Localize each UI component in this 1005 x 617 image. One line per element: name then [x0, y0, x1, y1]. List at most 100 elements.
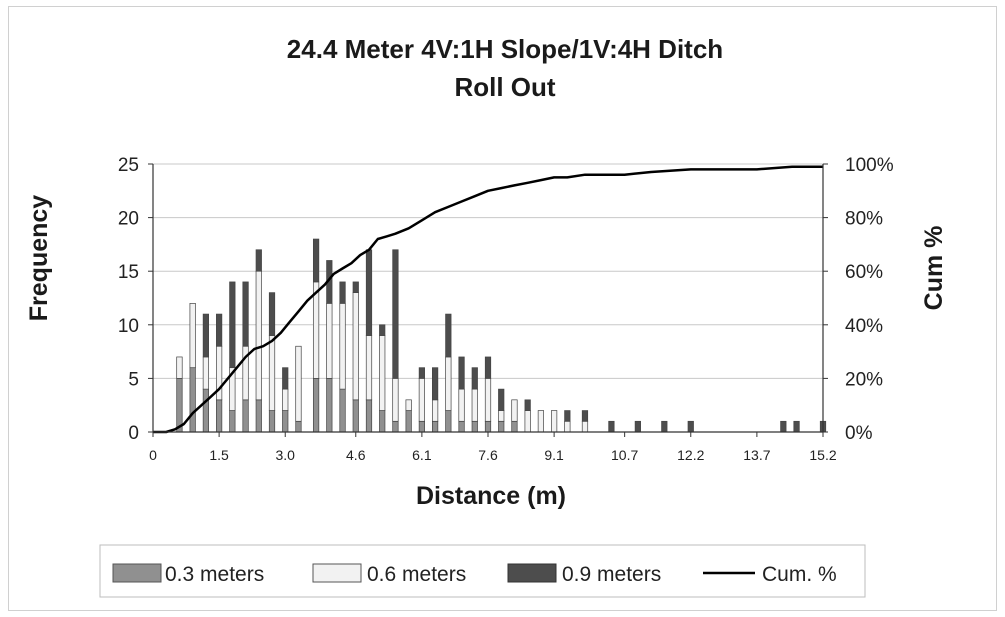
- bar-segment: [268, 292, 276, 336]
- bar-segment: [780, 420, 787, 433]
- bar-segment: [312, 281, 320, 379]
- bar-segment: [312, 378, 320, 433]
- y-tick-label: 25: [118, 155, 139, 176]
- bar-segment: [392, 249, 399, 379]
- bar-segment: [365, 399, 373, 433]
- chart-subtitle: Roll Out: [454, 72, 555, 102]
- x-tick-label: 12.2: [677, 447, 704, 463]
- bar-segment: [608, 420, 615, 433]
- bar-segment: [242, 281, 249, 347]
- bar-segment: [202, 356, 209, 390]
- chart-frame: [8, 6, 997, 611]
- y2-tick-label: 0%: [845, 423, 873, 444]
- bar-segment: [484, 420, 492, 433]
- bar-segment: [379, 410, 386, 433]
- y2-tick-labels: 0% 20% 40% 60% 80% 100%: [823, 155, 894, 444]
- bar-segment: [581, 420, 589, 433]
- y-tick-label: 20: [118, 209, 139, 230]
- bar-segment: [564, 410, 571, 422]
- bar-segment: [471, 420, 478, 433]
- y-tick-label: 5: [128, 369, 139, 390]
- bar-segment: [445, 410, 452, 433]
- bar-segment: [216, 399, 223, 433]
- y2-tick-label: 40%: [845, 316, 883, 337]
- bar-segment: [524, 399, 531, 411]
- bar-segment: [634, 420, 641, 433]
- bar-segment: [295, 345, 302, 422]
- bar-segment: [216, 313, 223, 347]
- x-tick-label: 9.1: [544, 447, 564, 463]
- bar-segment: [379, 335, 386, 411]
- y-axis-label: Frequency: [25, 195, 53, 322]
- y2-tick-label: 20%: [845, 369, 883, 390]
- bar-segment: [326, 378, 333, 433]
- bar-segment: [418, 367, 425, 379]
- bar-segment: [255, 249, 262, 272]
- bar-segment: [793, 420, 800, 433]
- x-axis-label: Distance (m): [416, 482, 566, 510]
- bar-segment: [581, 410, 589, 422]
- x-tick-label: 1.5: [209, 447, 229, 463]
- bar-segment: [418, 420, 425, 433]
- legend: 0.3 meters 0.6 meters 0.9 meters Cum. %: [112, 563, 837, 586]
- bar-segment: [445, 313, 452, 358]
- bar-segment: [392, 420, 399, 433]
- bar-segment: [352, 399, 359, 433]
- legend-swatch-0.9m: [507, 563, 557, 583]
- bar-segment: [268, 410, 276, 433]
- x-tick-label: 4.6: [346, 447, 366, 463]
- y2-tick-label: 100%: [845, 155, 894, 176]
- bar-segment: [432, 399, 439, 422]
- bar-segment: [564, 420, 571, 433]
- bar-segment: [445, 356, 452, 411]
- bar-segment: [202, 388, 209, 433]
- bar-segment: [471, 388, 478, 422]
- bar-segment: [202, 313, 209, 358]
- x-tick-label: 0: [149, 447, 157, 463]
- x-tick-labels: 0 1.5 3.0 4.6 6.1 7.6 9.1 10.7 12.2 13.7 15.2: [149, 432, 837, 463]
- legend-label-cum: Cum. %: [762, 563, 837, 586]
- bar-segment: [484, 356, 492, 379]
- bar-segment: [176, 356, 183, 379]
- bar-segment: [405, 399, 412, 411]
- x-tick-label: 3.0: [276, 447, 296, 463]
- cum-line-layer: [153, 165, 823, 434]
- legend-label-0.6m: 0.6 meters: [367, 563, 466, 586]
- bar-segment: [282, 388, 289, 411]
- bar-segment: [352, 292, 359, 401]
- bar-segment: [511, 420, 518, 433]
- bar-segment: [312, 238, 320, 283]
- bar-segment: [458, 420, 465, 433]
- bars: [176, 238, 827, 433]
- bar-segment: [471, 367, 478, 390]
- gridlines: [153, 163, 823, 379]
- bar-segment: [498, 410, 505, 422]
- bar-segment: [339, 303, 346, 390]
- x-tick-label: 15.2: [809, 447, 836, 463]
- legend-box: [99, 544, 866, 598]
- bar-segment: [661, 420, 668, 433]
- x-tick-label: 10.7: [611, 447, 638, 463]
- y2-axis-label: Cum %: [920, 226, 948, 311]
- bar-segment: [365, 249, 373, 336]
- x-tick-label: 7.6: [478, 447, 498, 463]
- cum-line: [153, 165, 823, 434]
- bar-segment: [551, 410, 558, 433]
- x-tick-label: 13.7: [743, 447, 770, 463]
- bar-segment: [687, 420, 694, 433]
- bar-segment: [229, 281, 236, 369]
- bar-segment: [339, 281, 346, 304]
- bar-segment: [458, 356, 465, 390]
- x-tick-label: 6.1: [412, 447, 432, 463]
- legend-label-0.3m: 0.3 meters: [165, 563, 264, 586]
- bar-segment: [524, 410, 531, 433]
- bar-segment: [511, 399, 518, 422]
- bar-segment: [379, 324, 386, 336]
- bar-segment: [432, 367, 439, 401]
- chart-title: 24.4 Meter 4V:1H Slope/1V:4H Ditch: [287, 34, 723, 64]
- bar-segment: [484, 378, 492, 422]
- bar-segment: [392, 378, 399, 422]
- bar-segment: [282, 410, 289, 433]
- bar-segment: [176, 378, 183, 433]
